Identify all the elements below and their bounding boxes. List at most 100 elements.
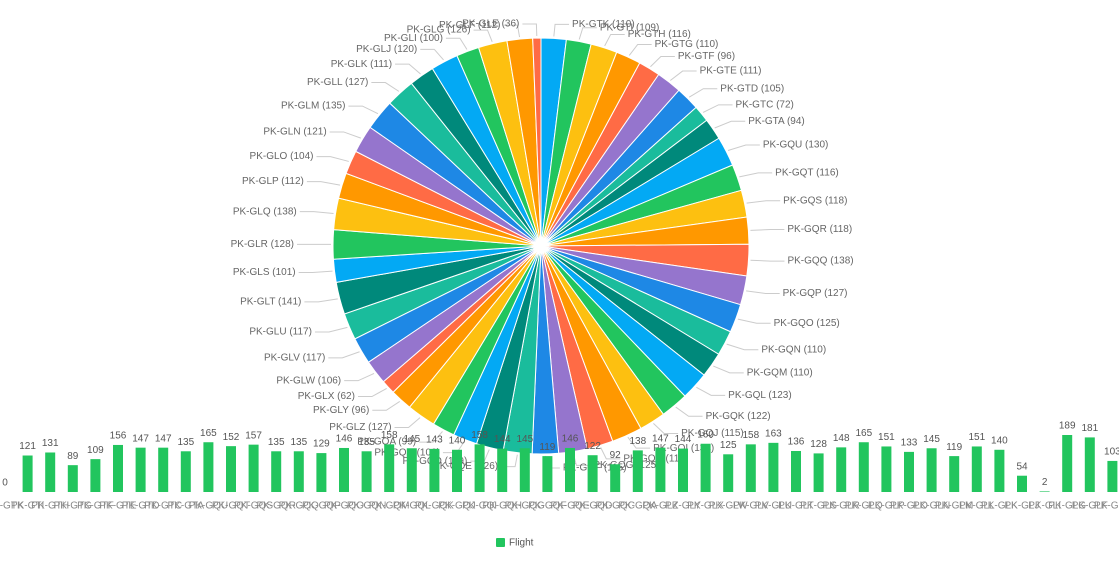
leader-line bbox=[696, 386, 726, 396]
slice-label: PK-GTH (116) bbox=[628, 29, 691, 40]
value-label: 135 bbox=[177, 437, 194, 448]
value-label: 122 bbox=[584, 441, 601, 452]
x-tick-label: PK-GQN bbox=[347, 501, 386, 512]
slice-label: PK-GQP (127) bbox=[783, 288, 848, 299]
x-tick-label: PK-GLV bbox=[733, 501, 769, 512]
bar bbox=[203, 442, 214, 492]
x-tick-label: PK-GQO bbox=[324, 501, 364, 512]
bar bbox=[858, 442, 869, 492]
x-tick-label: PK-GLX bbox=[687, 501, 724, 512]
value-label: 138 bbox=[629, 436, 646, 447]
bar bbox=[610, 464, 621, 492]
bar bbox=[45, 452, 56, 492]
bar bbox=[994, 449, 1005, 492]
x-tick-label: PK-GLU bbox=[755, 501, 792, 512]
bar bbox=[768, 442, 779, 492]
bar bbox=[745, 444, 756, 492]
leader-line bbox=[746, 200, 781, 204]
leader-line bbox=[503, 24, 521, 38]
slice-label: PK-GQA (99) bbox=[357, 437, 416, 448]
x-tick-label: PK-GQE bbox=[551, 501, 590, 512]
x-tick-label: PK-GQT bbox=[212, 501, 250, 512]
value-label: 125 bbox=[720, 440, 737, 451]
slice-label: PK-GLV (117) bbox=[264, 352, 325, 363]
bar bbox=[452, 449, 462, 492]
bar bbox=[1017, 475, 1027, 492]
slice-label: PK-GTG (110) bbox=[655, 39, 719, 50]
value-label: 103 bbox=[1104, 447, 1119, 458]
slice-label: PK-GLP (112) bbox=[242, 176, 304, 187]
x-tick-label: PK-GQS bbox=[234, 501, 273, 512]
x-tick-label: PK-GQL bbox=[393, 501, 431, 512]
slice-label: PK-GLW (106) bbox=[276, 375, 341, 386]
bar bbox=[587, 455, 598, 492]
slice-label: PK-GQR (118) bbox=[787, 224, 852, 235]
bar bbox=[565, 447, 575, 492]
x-tick-label: PK-GTI bbox=[11, 501, 44, 512]
leader-line bbox=[675, 406, 703, 417]
x-tick-label: PK-GLJ bbox=[1004, 501, 1039, 512]
x-tick-label: PK-GQH bbox=[482, 501, 521, 512]
slice-label: PK-GQG (125) bbox=[593, 460, 659, 471]
x-tick-label: PK-GLN bbox=[913, 501, 950, 512]
leader-line bbox=[316, 156, 349, 162]
bar bbox=[113, 444, 123, 492]
slice-label: PK-GQL (123) bbox=[728, 390, 792, 401]
leader-line bbox=[653, 423, 679, 435]
leader-line bbox=[628, 44, 652, 56]
value-label: 147 bbox=[155, 433, 172, 444]
leader-line bbox=[627, 436, 651, 449]
bar bbox=[384, 444, 395, 492]
slice-label: PK-GTF (96) bbox=[678, 51, 735, 62]
pie-slice bbox=[532, 37, 542, 247]
value-label: 136 bbox=[788, 437, 805, 448]
x-tick-label: PK-GTD bbox=[122, 501, 160, 512]
value-label: 109 bbox=[87, 445, 104, 456]
x-tick-label: PK-GTA bbox=[168, 501, 205, 512]
value-label: 156 bbox=[110, 431, 127, 442]
bar bbox=[632, 450, 643, 492]
leader-line bbox=[419, 431, 443, 443]
leader-line bbox=[578, 27, 597, 40]
leader-line bbox=[299, 211, 334, 214]
bar bbox=[519, 448, 530, 492]
value-label: 163 bbox=[765, 428, 782, 439]
bar bbox=[22, 455, 33, 492]
x-tick-label: PK-GTE bbox=[99, 501, 137, 512]
bar bbox=[226, 446, 236, 492]
value-label: 92 bbox=[610, 450, 622, 461]
value-label: 189 bbox=[1059, 421, 1076, 432]
leader-line bbox=[522, 23, 538, 37]
leader-line bbox=[600, 447, 621, 460]
x-tick-label: PK-GLP bbox=[868, 501, 905, 512]
x-tick-label: PK-GQG bbox=[505, 501, 545, 512]
leader-line bbox=[553, 23, 570, 37]
slice-label: PK-GQT (116) bbox=[775, 168, 839, 179]
x-tick-label: PK-GQP bbox=[302, 501, 341, 512]
value-label: 145 bbox=[923, 434, 940, 445]
value-label: 54 bbox=[1016, 461, 1028, 472]
leader-line bbox=[304, 298, 338, 303]
slice-label: PK-GLR (128) bbox=[231, 239, 294, 250]
x-tick-label: PK-GQJ bbox=[438, 501, 475, 512]
bar bbox=[474, 444, 485, 492]
bar bbox=[1062, 435, 1073, 492]
bar bbox=[497, 448, 508, 492]
slice-label: PK-GLT (141) bbox=[240, 296, 301, 307]
leader-line bbox=[314, 326, 348, 333]
leader-line bbox=[746, 290, 780, 294]
x-tick-label: PK-GTC bbox=[144, 501, 182, 512]
x-tick-label: PK-GLT bbox=[778, 501, 813, 512]
x-tick-label: PK-GLG bbox=[1048, 501, 1086, 512]
slice-label: PK-GTC (72) bbox=[736, 99, 794, 110]
slice-label: PK-GLJ (120) bbox=[356, 44, 417, 55]
bar bbox=[180, 451, 191, 492]
slice-label: PK-GLO (104) bbox=[250, 151, 314, 162]
slice-label: PK-GLX (62) bbox=[298, 391, 355, 402]
slice-label: PK-GTA (94) bbox=[748, 116, 805, 127]
x-tick-label: PK-GTF bbox=[77, 501, 114, 512]
value-label: 151 bbox=[968, 432, 985, 443]
value-label: 158 bbox=[742, 430, 759, 441]
slice-label: PK-GLM (135) bbox=[281, 101, 345, 112]
bar bbox=[700, 443, 711, 492]
